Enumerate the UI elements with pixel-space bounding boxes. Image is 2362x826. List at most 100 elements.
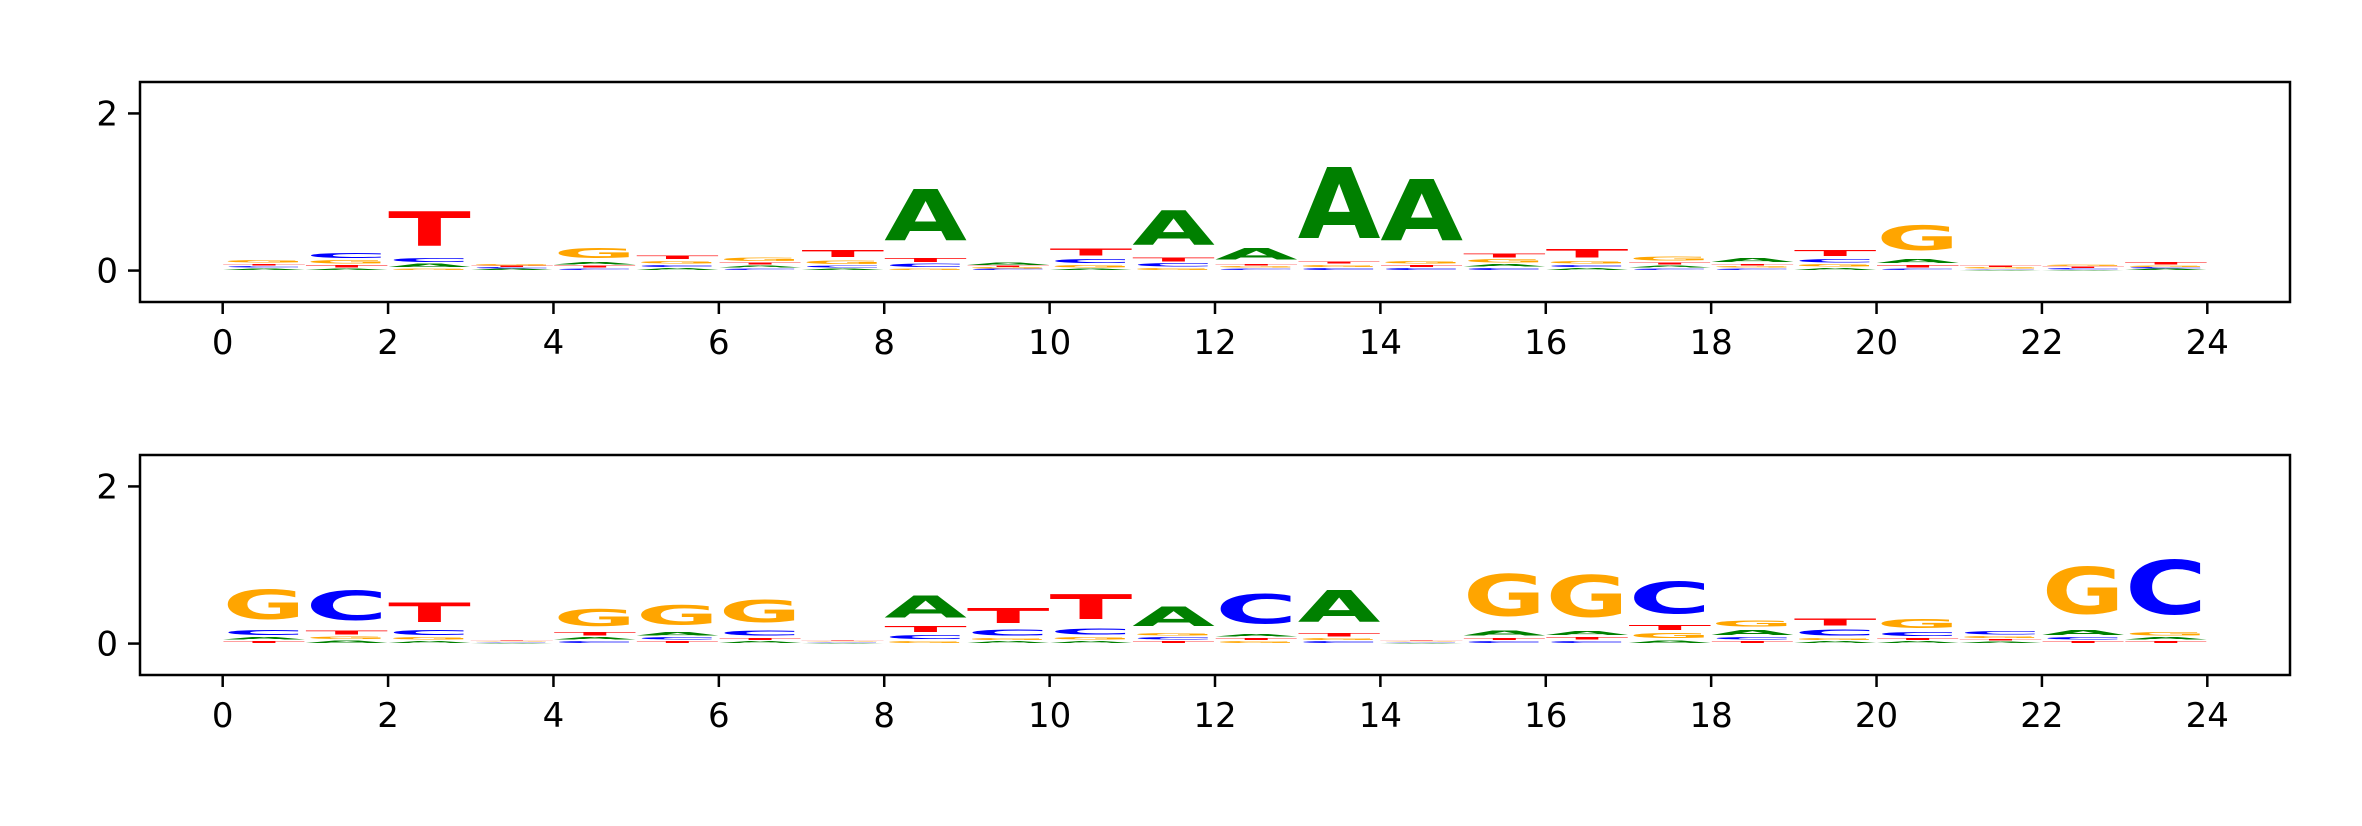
logo-letter-t: T xyxy=(1711,264,1794,266)
logo-letter-c: C xyxy=(471,267,554,269)
logo-letter-a: A xyxy=(1711,257,1794,263)
logo-letter-c: C xyxy=(388,257,471,263)
logo-letter-g: G xyxy=(305,260,388,265)
logo-letter-c: C xyxy=(1132,263,1215,268)
logo-letter-t: T xyxy=(636,640,719,643)
logo-letter-c: C xyxy=(1959,269,2042,270)
logo-letter-a: A xyxy=(1959,641,2042,643)
logo-letter-g: G xyxy=(1877,219,1960,258)
logo-letter-a: A xyxy=(719,640,802,643)
logo-letter-t: T xyxy=(1628,624,1711,632)
logo-letter-t: T xyxy=(553,265,636,268)
logo-letter-c: C xyxy=(1546,640,1629,643)
logo-letter-t: T xyxy=(1546,247,1629,260)
logo-letter-g: G xyxy=(2042,264,2125,266)
logo-letter-t: T xyxy=(1877,264,1960,268)
x-tick-label: 0 xyxy=(212,696,234,736)
logo-letter-g: G xyxy=(553,245,636,261)
logo-letter-t: T xyxy=(1298,261,1381,264)
logo-letter-t: T xyxy=(1463,253,1546,259)
logo-letter-a: A xyxy=(1050,268,1133,270)
x-tick-label: 6 xyxy=(708,696,730,736)
logo-letter-c: C xyxy=(1215,268,1298,270)
logo-letter-t: T xyxy=(1380,640,1463,641)
logo-letter-c: C xyxy=(1050,258,1133,264)
logo-letter-t: T xyxy=(305,264,388,268)
logo-letter-a: A xyxy=(1546,267,1629,270)
x-tick-label: 4 xyxy=(543,696,565,736)
logo-letter-g: G xyxy=(1050,637,1133,641)
logo-letter-c: C xyxy=(1463,640,1546,643)
logo-letter-c: C xyxy=(1794,258,1877,263)
logo-letter-g: G xyxy=(1628,632,1711,640)
logo-letter-t: T xyxy=(2042,267,2125,269)
x-tick-label: 2 xyxy=(377,323,399,363)
logo-letter-t: T xyxy=(1050,247,1133,258)
logo-letter-t: T xyxy=(388,597,471,628)
logo-letter-c: C xyxy=(719,629,802,637)
logo-letter-t: T xyxy=(719,262,802,265)
logo-letter-a: A xyxy=(2125,269,2208,271)
y-tick-label: 0 xyxy=(96,625,118,665)
logo-letter-g: G xyxy=(1546,564,1629,630)
logo-letter-c: C xyxy=(1959,631,2042,636)
logo-letter-a: A xyxy=(1380,643,1463,644)
x-tick-label: 12 xyxy=(1193,323,1236,363)
logo-letter-a: A xyxy=(1050,640,1133,643)
logo-letter-g: G xyxy=(1959,267,2042,269)
logo-letter-c: C xyxy=(2042,637,2125,641)
logo-letter-t: T xyxy=(1959,265,2042,267)
logo-letter-g: G xyxy=(719,257,802,262)
logo-letter-t: T xyxy=(2042,640,2125,643)
logo-letter-g: G xyxy=(1380,260,1463,264)
y-tick-label: 2 xyxy=(96,467,118,507)
logo-letter-a: A xyxy=(553,637,636,641)
logo-letter-c: C xyxy=(636,264,719,267)
x-tick-label: 22 xyxy=(2020,696,2063,736)
logo-letter-a: A xyxy=(2042,629,2125,637)
logo-letter-c: C xyxy=(223,266,306,268)
logo-letter-a: A xyxy=(1628,265,1711,268)
logo-letter-a: A xyxy=(802,268,885,270)
logo-letter-g: G xyxy=(1050,264,1133,268)
logo-letter-g: G xyxy=(884,640,967,643)
logo-letter-t: T xyxy=(2125,640,2208,643)
logo-letter-c: C xyxy=(1794,628,1877,637)
x-tick-label: 24 xyxy=(2186,696,2229,736)
logo-letter-c: C xyxy=(1711,637,1794,641)
x-tick-label: 20 xyxy=(1855,323,1898,363)
y-tick-label: 2 xyxy=(96,94,118,134)
logo-letter-c: C xyxy=(967,628,1050,637)
logo-letter-t: T xyxy=(802,248,885,260)
logo-letter-c: C xyxy=(802,642,885,643)
logo-letter-a: A xyxy=(1546,630,1629,636)
logo-letter-t: T xyxy=(884,257,967,263)
x-tick-label: 16 xyxy=(1524,323,1567,363)
logo-letter-g: G xyxy=(388,268,471,270)
logo-letter-c: C xyxy=(1215,586,1298,633)
logo-letter-g: G xyxy=(1711,266,1794,268)
logo-letter-t: T xyxy=(1132,256,1215,262)
logo-letter-t: T xyxy=(1132,640,1215,643)
logo-letter-a: A xyxy=(1132,602,1215,633)
logo-letter-c: C xyxy=(1132,637,1215,641)
x-tick-label: 14 xyxy=(1359,696,1402,736)
x-tick-label: 24 xyxy=(2186,323,2229,363)
logo-letter-a: A xyxy=(1298,148,1381,261)
logo-letter-a: A xyxy=(636,267,719,270)
x-tick-label: 12 xyxy=(1193,696,1236,736)
logo-letter-t: T xyxy=(1463,637,1546,640)
logo-letter-t: T xyxy=(1215,637,1298,640)
logo-letter-g: G xyxy=(884,268,967,270)
logo-letter-a: A xyxy=(1463,264,1546,268)
top-logo-panel: ACTGATGCGACTACTGCTAGACGTCATGACGTGCTACGTA… xyxy=(96,80,2292,363)
y-tick-label: 0 xyxy=(96,252,118,292)
logo-letter-a: A xyxy=(1959,270,2042,271)
logo-letter-a: A xyxy=(1298,582,1381,633)
logo-letter-c: C xyxy=(1050,627,1133,636)
logo-letter-c: C xyxy=(2125,267,2208,269)
logo-letter-a: A xyxy=(553,261,636,265)
